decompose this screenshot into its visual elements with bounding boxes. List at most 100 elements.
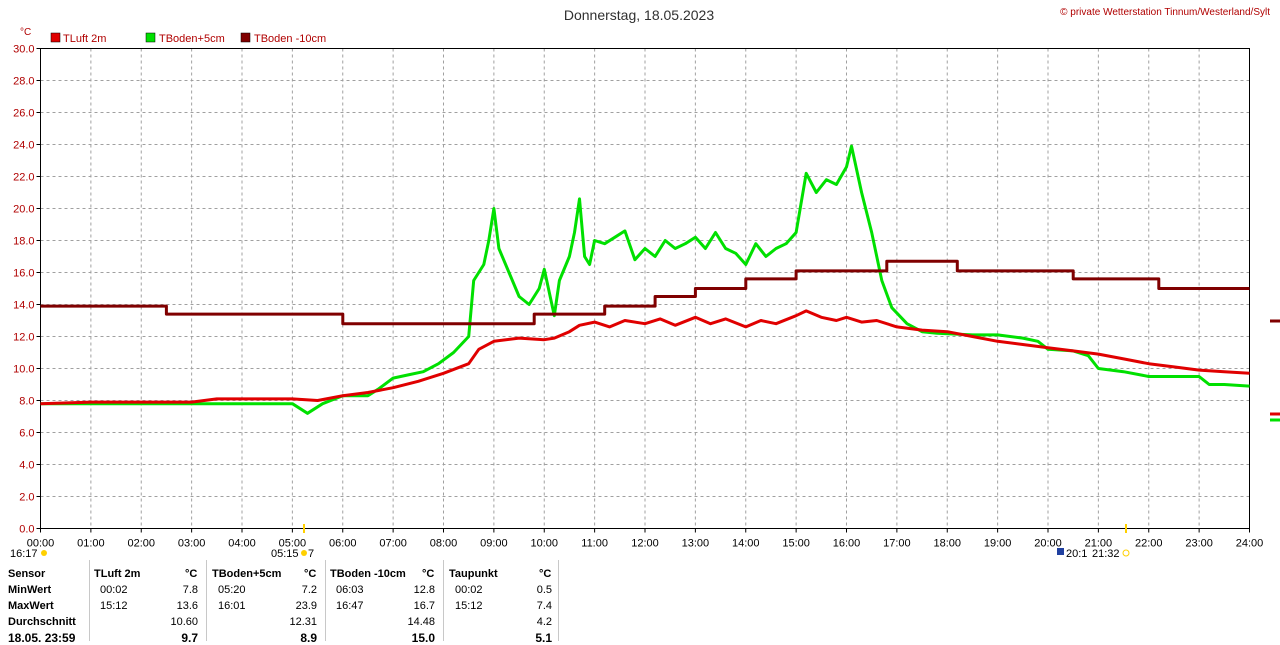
y-tick-label: 28.0 (13, 76, 34, 88)
x-tick-label: 02:00 (127, 538, 155, 550)
stats-cell: 7.2 (301, 584, 317, 596)
x-tick-label: 22:00 (1135, 538, 1163, 550)
x-tick-label: 00:00 (27, 538, 55, 550)
series-line-tboden-5cm (40, 144, 1250, 415)
x-tick-label: 08:00 (430, 538, 458, 550)
sun-icon-left (41, 550, 47, 556)
moon-label: 21:32 (1092, 548, 1120, 560)
moon-icon (1122, 549, 1130, 557)
sunrise-suffix: 7 (308, 548, 314, 560)
stats-row-label: Durchschnitt (8, 616, 76, 628)
stats-cell: 7.8 (182, 584, 198, 596)
legend-label-tboden5: TBoden+5cm (159, 33, 225, 45)
stats-cell: 13.6 (176, 600, 198, 612)
series-line-tluft-2m (40, 309, 1250, 406)
y-tick-label: 14.0 (13, 300, 34, 312)
right-edge-markers (1270, 319, 1280, 422)
stats-cell: 15:12 (100, 600, 128, 612)
x-tick-label: 20:00 (1034, 538, 1062, 550)
stats-header-taupunkt: Taupunkt (449, 568, 498, 580)
x-tick-label: 10:00 (530, 538, 558, 550)
stats-cell: 5.1 (535, 631, 552, 645)
temperature-chart: Donnerstag, 18.05.2023 © private Wetters… (10, 7, 1280, 560)
x-tick-label: 01:00 (77, 538, 105, 550)
y-tick-label: 16.0 (13, 268, 34, 280)
stats-table: Sensor TLuft 2m °C TBoden+5cm °C TBoden … (0, 560, 560, 645)
y-tick-label: 10.0 (13, 364, 34, 376)
stats-cell: 00:02 (100, 584, 128, 596)
series-lines (40, 144, 1250, 415)
legend: TLuft 2m TBoden+5cm TBoden -10cm (50, 32, 326, 45)
sunrise-label: 05:15 (271, 548, 299, 560)
x-tick-label: 17:00 (883, 538, 911, 550)
stats-header-sensor: Sensor (8, 568, 46, 580)
x-tick-label: 06:00 (329, 538, 357, 550)
x-tick-label: 23:00 (1185, 538, 1213, 550)
stats-divider (206, 560, 207, 641)
y-tick-label: 26.0 (13, 108, 34, 120)
stats-divider (325, 560, 326, 641)
x-tick-label: 18:00 (933, 538, 961, 550)
stats-cell: 14.48 (407, 616, 435, 628)
x-tick-label: 04:00 (228, 538, 256, 550)
x-axis-ticks: 00:00 01:00 02:00 03:00 04:00 05:00 06:00 07:00… (27, 528, 1263, 550)
sunset-icon (1057, 548, 1064, 555)
stats-cell: 0.5 (536, 584, 552, 596)
x-tick-label: 07:00 (379, 538, 407, 550)
legend-label-tboden10: TBoden -10cm (254, 33, 326, 45)
stats-divider (558, 560, 559, 641)
stats-cell: 16:47 (336, 600, 364, 612)
x-tick-label: 21:00 (1085, 538, 1113, 550)
y-tick-label: 0.0 (19, 524, 34, 536)
stats-cell: 12.8 (413, 584, 435, 596)
stats-cell: 4.2 (536, 616, 552, 628)
y-tick-label: 8.0 (19, 396, 34, 408)
stats-cell: 05:20 (218, 584, 246, 596)
legend-swatch-tluft (50, 32, 61, 43)
stats-header-unit: °C (539, 568, 552, 580)
y-tick-label: 2.0 (19, 492, 34, 504)
stats-cell: 10.60 (170, 616, 198, 628)
x-tick-label: 15:00 (782, 538, 810, 550)
legend-swatch-tboden10 (240, 32, 251, 43)
stats-cell: 23.9 (295, 600, 317, 612)
stats-header-unit: °C (304, 568, 317, 580)
legend-swatch-tboden5 (145, 32, 156, 43)
x-tick-label: 03:00 (178, 538, 206, 550)
y-tick-label: 4.0 (19, 460, 34, 472)
legend-label-tluft: TLuft 2m (63, 33, 106, 45)
stats-header-tboden5: TBoden+5cm (212, 568, 282, 580)
x-tick-label: 19:00 (984, 538, 1012, 550)
y-unit-label: °C (20, 27, 31, 38)
chart-grid (40, 48, 1250, 529)
y-tick-label: 18.0 (13, 236, 34, 248)
stats-divider (89, 560, 90, 641)
stats-cell: 00:02 (455, 584, 483, 596)
x-tick-label: 12:00 (631, 538, 659, 550)
y-tick-label: 6.0 (19, 428, 34, 440)
stats-header-unit: °C (185, 568, 198, 580)
sunset-label: 20:1 (1066, 548, 1087, 560)
stats-cell: 9.7 (181, 631, 198, 645)
stats-row-label: 18.05. 23:59 (8, 631, 76, 645)
stats-cell: 06:03 (336, 584, 364, 596)
sunrise-icon (301, 550, 307, 556)
stats-cell: 15:12 (455, 600, 483, 612)
x-tick-label: 16:00 (833, 538, 861, 550)
series-line-tboden-10cm (40, 259, 1250, 326)
x-tick-label: 14:00 (732, 538, 760, 550)
stats-header-unit: °C (422, 568, 435, 580)
stats-cell: 7.4 (536, 600, 552, 612)
x-tick-label: 13:00 (682, 538, 710, 550)
stats-header-tboden10: TBoden -10cm (330, 568, 406, 580)
time-markers: 16:17 05:15 7 20:1 21:32 (10, 524, 1130, 560)
stats-cell: 15.0 (411, 631, 435, 645)
x-tick-label: 09:00 (480, 538, 508, 550)
stats-cell: 16.7 (413, 600, 435, 612)
stats-cell: 8.9 (300, 631, 317, 645)
stats-cell: 12.31 (289, 616, 317, 628)
y-tick-label: 30.0 (13, 44, 34, 56)
y-tick-label: 22.0 (13, 172, 34, 184)
y-tick-label: 20.0 (13, 204, 34, 216)
y-axis-ticks: 0.0 2.0 4.0 6.0 8.0 10.0 12.0 14.0 16.0 18.0 20.0 2… (13, 44, 41, 536)
